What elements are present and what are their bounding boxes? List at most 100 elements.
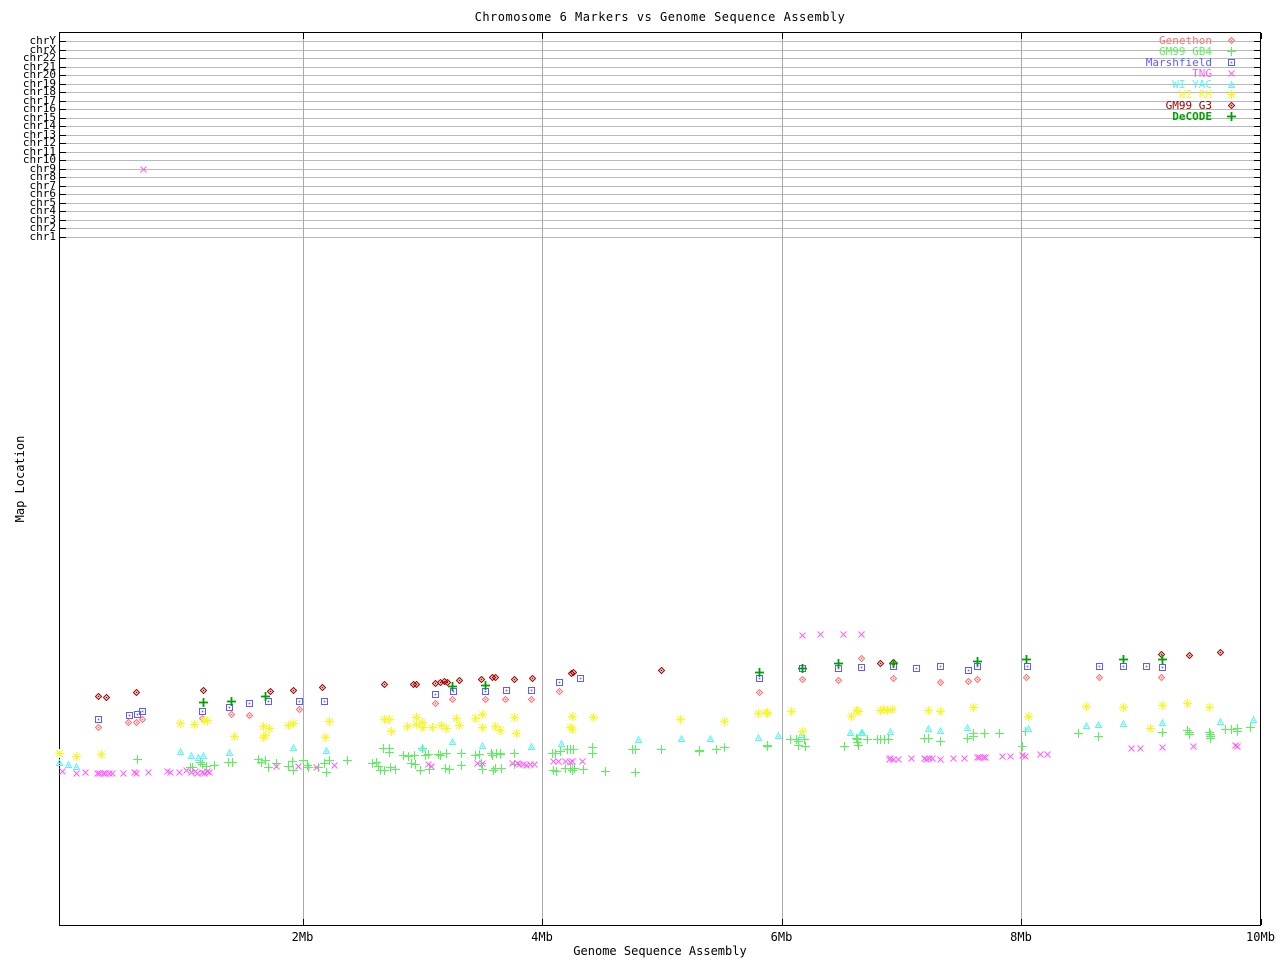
legend-item-tng: TNG bbox=[1128, 68, 1250, 79]
data-point-marshfield bbox=[1095, 663, 1103, 670]
data-point-gm99-gb4 bbox=[256, 758, 266, 767]
data-point-tng bbox=[982, 754, 989, 761]
data-point-genethon bbox=[798, 676, 806, 683]
x-gridline bbox=[542, 33, 543, 925]
data-point-gm99-gb4 bbox=[963, 734, 973, 743]
data-point-wi-rh bbox=[379, 715, 389, 724]
legend-label: WI YAC bbox=[1172, 77, 1212, 91]
data-point-tng bbox=[549, 758, 557, 765]
data-point-tng bbox=[99, 770, 107, 777]
data-point-decode bbox=[261, 692, 271, 701]
data-point-marshfield bbox=[125, 712, 133, 719]
legend: Genethon GM99 GB4 Marshfield TNG WI YAC WI RH… bbox=[1128, 35, 1250, 122]
data-point-wi-rh bbox=[455, 721, 465, 730]
y-gridline bbox=[60, 160, 1260, 161]
data-point-genethon bbox=[857, 655, 865, 662]
data-point-tng bbox=[798, 632, 806, 639]
data-point-gm99-gb4 bbox=[631, 768, 641, 777]
data-point-genethon bbox=[501, 696, 509, 703]
y-gridline bbox=[60, 92, 1260, 93]
data-point-wi-yac bbox=[195, 754, 203, 761]
y-tick-right bbox=[1254, 109, 1260, 110]
data-point-gm99-gb4 bbox=[227, 758, 237, 767]
y-gridline bbox=[60, 143, 1260, 144]
data-point-wi-rh bbox=[470, 714, 480, 723]
x-tick-bottom bbox=[1260, 919, 1262, 925]
data-point-gm99-gb4 bbox=[800, 735, 810, 744]
data-point-tng bbox=[1044, 751, 1052, 758]
data-point-gm99-g3 bbox=[444, 679, 452, 686]
x-tick-label: 8Mb bbox=[1010, 930, 1032, 944]
data-point-tng bbox=[166, 769, 174, 776]
y-tick-left bbox=[60, 143, 66, 144]
y-gridline bbox=[60, 126, 1260, 127]
data-point-genethon bbox=[936, 679, 944, 686]
data-point-gm99-gb4 bbox=[551, 749, 561, 758]
data-point-wi-yac bbox=[1025, 725, 1033, 732]
data-point-decode bbox=[833, 659, 843, 668]
data-point-tng bbox=[1136, 745, 1144, 752]
y-gridline bbox=[60, 41, 1260, 42]
chart-title: Chromosome 6 Markers vs Genome Sequence … bbox=[474, 10, 846, 24]
data-point-gm99-g3 bbox=[200, 687, 208, 694]
y-tick-label: chr7 bbox=[29, 178, 57, 192]
data-point-wi-rh bbox=[97, 750, 107, 759]
data-point-gm99-gb4 bbox=[1158, 728, 1168, 737]
data-point-tng bbox=[1128, 745, 1136, 752]
data-point-wi-rh bbox=[496, 726, 506, 735]
data-point-tng bbox=[109, 770, 116, 777]
y-tick-right bbox=[1254, 185, 1260, 187]
y-gridline bbox=[60, 75, 1260, 76]
data-point-wi-yac bbox=[226, 749, 234, 756]
data-point-gm99-gb4 bbox=[720, 743, 730, 752]
y-tick-right bbox=[1254, 126, 1260, 127]
data-point-genethon bbox=[1095, 674, 1103, 681]
data-point-gm99-gb4 bbox=[456, 749, 466, 758]
legend-item-gm99-gb4: GM99 GB4 bbox=[1128, 46, 1250, 57]
data-point-wi-rh bbox=[1118, 703, 1128, 712]
data-point-wi-yac bbox=[858, 729, 866, 736]
y-tick-right bbox=[1254, 75, 1260, 76]
data-point-wi-rh bbox=[720, 717, 730, 726]
data-point-gm99-g3 bbox=[437, 679, 445, 686]
data-point-gm99-gb4 bbox=[403, 752, 413, 761]
data-point-wi-rh bbox=[189, 720, 199, 729]
y-tick-left bbox=[60, 75, 66, 76]
data-point-gm99-gb4 bbox=[444, 765, 454, 774]
data-point-wi-rh bbox=[478, 710, 488, 719]
data-point-tng bbox=[929, 755, 937, 762]
y-tick-right bbox=[1254, 236, 1260, 238]
y-tick-left bbox=[60, 160, 66, 161]
x-tick-label: 6Mb bbox=[770, 930, 793, 944]
data-point-wi-rh bbox=[887, 705, 897, 714]
data-point-gm99-gb4 bbox=[487, 751, 497, 760]
legend-marker-icon bbox=[1212, 90, 1250, 100]
data-point-wi-rh bbox=[258, 722, 268, 731]
data-point-marshfield bbox=[857, 664, 865, 671]
data-point-gm99-g3 bbox=[267, 688, 275, 695]
data-point-genethon bbox=[295, 706, 303, 713]
data-point-marshfield bbox=[295, 698, 303, 705]
data-point-wi-yac bbox=[177, 748, 185, 755]
x-tick-top bbox=[781, 33, 783, 39]
y-gridline bbox=[60, 151, 1260, 153]
data-point-tng bbox=[979, 754, 987, 761]
y-tick-label: chr2 bbox=[29, 221, 57, 234]
y-tick-left bbox=[60, 134, 66, 136]
y-tick-right bbox=[1254, 92, 1260, 93]
data-point-marshfield bbox=[577, 675, 585, 682]
x-axis-title: Genome Sequence Assembly bbox=[573, 944, 747, 958]
data-point-gm99-g3 bbox=[657, 667, 665, 674]
legend-label: DeCODE bbox=[1172, 110, 1212, 124]
y-gridline bbox=[60, 194, 1260, 195]
data-point-marshfield bbox=[965, 667, 973, 674]
data-point-wi-rh bbox=[753, 709, 763, 718]
data-point-gm99-gb4 bbox=[373, 762, 383, 771]
y-tick-right bbox=[1254, 66, 1260, 68]
legend-label: WI RH bbox=[1178, 88, 1212, 102]
data-point-gm99-g3 bbox=[103, 694, 111, 701]
data-point-tng bbox=[973, 754, 981, 761]
y-gridline bbox=[60, 66, 1260, 68]
data-point-gm99-g3 bbox=[94, 693, 102, 700]
